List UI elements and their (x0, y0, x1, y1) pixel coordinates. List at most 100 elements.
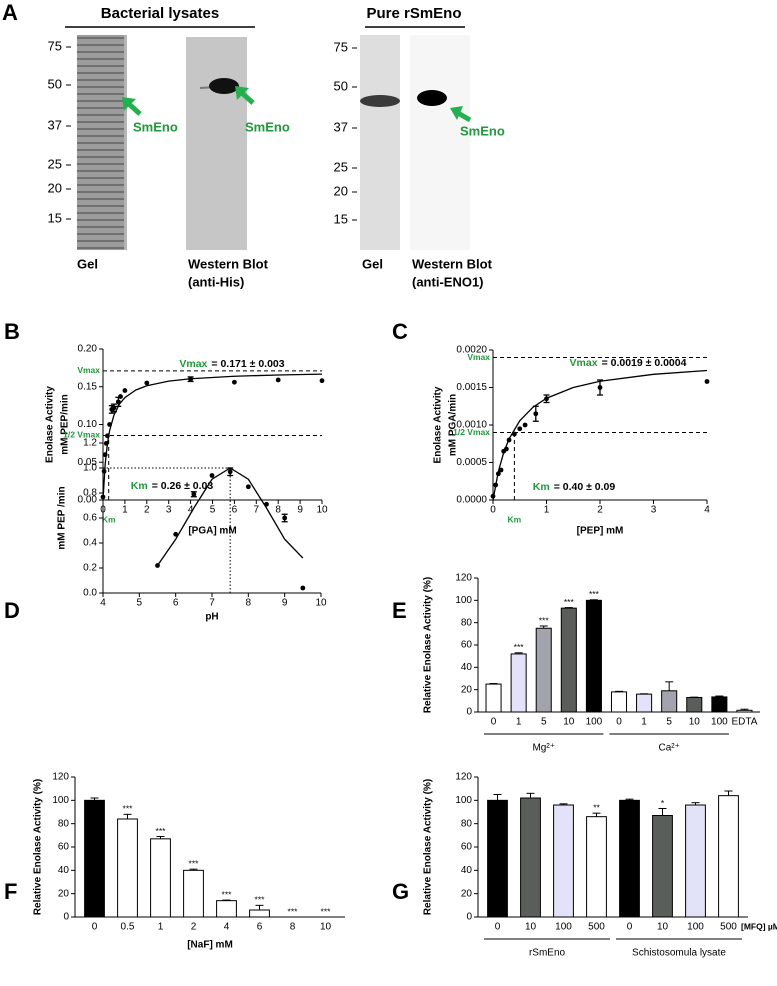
panel-letter: C (392, 319, 408, 344)
data-point (104, 433, 110, 439)
reference-label: Km (508, 514, 522, 524)
panel-letter: E (392, 598, 407, 623)
bar (150, 838, 171, 918)
group-label: rSmEno (529, 948, 566, 959)
y-tick-label: 0.0000 (456, 495, 487, 506)
panel-title: Bacterial lysates (101, 5, 219, 22)
x-tick-label: 3 (651, 505, 657, 516)
x-tick-label: 7 (254, 505, 260, 516)
x-axis-label: [PEP] mM (577, 526, 624, 537)
panel-letter: B (4, 319, 20, 344)
x-tick-label: 4 (224, 922, 230, 933)
bar (216, 900, 237, 918)
y-tick-label: 20 (58, 888, 70, 899)
x-axis-label: [NaF] mM (187, 940, 233, 951)
group-label: Ca²⁺ (658, 743, 679, 754)
significance: * (661, 798, 665, 808)
target-label: SmEno (245, 119, 290, 134)
marker-label: 25 (334, 159, 348, 174)
significance: ** (593, 802, 600, 812)
x-tick-label: 9 (282, 598, 288, 609)
data-point (227, 469, 233, 475)
bar (586, 816, 607, 918)
bar (610, 691, 628, 713)
x-tick-label: 1 (544, 505, 550, 516)
x-tick-label: 6 (257, 922, 263, 933)
group-label: Mg²⁺ (532, 743, 555, 754)
annotation-key: Km (131, 480, 148, 492)
data-point (319, 378, 325, 384)
data-point (275, 377, 281, 383)
bar (652, 815, 673, 918)
y-tick-label: 0.0005 (456, 457, 487, 468)
x-axis-label: [MFQ] µM (741, 921, 777, 931)
bar (636, 693, 653, 713)
bar (84, 799, 105, 918)
data-point (498, 467, 504, 473)
x-axis-label: [PGA] mM (188, 526, 236, 537)
significance: *** (321, 906, 332, 916)
reference-label: Vmax (77, 365, 100, 375)
y-tick-label: 100 (455, 795, 472, 806)
data-point (282, 515, 288, 521)
x-tick-label: 2 (597, 505, 603, 516)
y-tick-label: 120 (52, 772, 69, 783)
x-tick-label: 1 (122, 505, 128, 516)
bar (718, 795, 739, 918)
target-label: SmEno (133, 119, 178, 134)
bar (510, 653, 527, 713)
annotation-key: Vmax (570, 357, 598, 369)
data-point (102, 452, 108, 458)
y-tick-label: 60 (461, 842, 473, 853)
y-axis-label: Relative Enolase Activity (%) (33, 779, 44, 915)
annotation-text: = 0.40 ± 0.09 (554, 481, 616, 493)
annotation: Vmax = 0.0019 ± 0.0004 (570, 357, 687, 369)
annotation: Km = 0.40 ± 0.09 (533, 481, 616, 493)
y-axis-label: mM PEP/min (60, 394, 71, 455)
data-point (495, 471, 501, 477)
x-tick-label: 0 (627, 922, 633, 933)
panel-letter: D (4, 598, 20, 623)
significance: *** (222, 889, 233, 899)
x-tick-label: 4 (704, 505, 710, 516)
data-point (300, 585, 306, 591)
bar (685, 804, 706, 918)
x-axis-label: pH (205, 612, 218, 623)
lane-label: (anti-His) (188, 274, 244, 289)
panel-letter: A (2, 0, 18, 25)
data-point (209, 473, 215, 478)
x-tick-label: 1 (516, 717, 522, 728)
significance: *** (539, 615, 550, 625)
x-tick-label: 1 (158, 922, 164, 933)
gel-image (77, 35, 127, 250)
data-point (544, 396, 549, 402)
arrow (240, 91, 255, 105)
x-tick-label: 2 (191, 922, 197, 933)
gel-band (360, 95, 400, 107)
data-point (115, 399, 121, 405)
bar (117, 818, 138, 918)
marker-label: 20 (334, 183, 348, 198)
y-tick-label: 0.00 (78, 495, 98, 506)
x-tick-label: EDTA (731, 717, 757, 728)
annotation-key: Vmax (179, 358, 207, 370)
arrow-head (450, 106, 463, 120)
annotation-text: = 0.171 ± 0.003 (211, 358, 284, 370)
marker-label: 15 (334, 211, 348, 226)
lane-label: Gel (362, 256, 383, 271)
bar (535, 627, 552, 713)
lane-label: (anti-ENO1) (412, 274, 484, 289)
x-tick-label: 100 (711, 717, 728, 728)
x-tick-label: 10 (320, 922, 332, 933)
blot-image (410, 35, 470, 250)
annotation: Km = 0.26 ± 0.03 (131, 480, 214, 492)
bar (487, 799, 508, 918)
y-tick-label: 0.6 (83, 513, 97, 524)
arrow (456, 110, 472, 123)
x-tick-label: 0 (616, 717, 622, 728)
x-tick-label: 500 (588, 922, 605, 933)
annotation-text: = 0.0019 ± 0.0004 (602, 357, 687, 369)
data-point (704, 379, 710, 384)
x-tick-label: 4 (188, 505, 194, 516)
bar (553, 804, 574, 918)
